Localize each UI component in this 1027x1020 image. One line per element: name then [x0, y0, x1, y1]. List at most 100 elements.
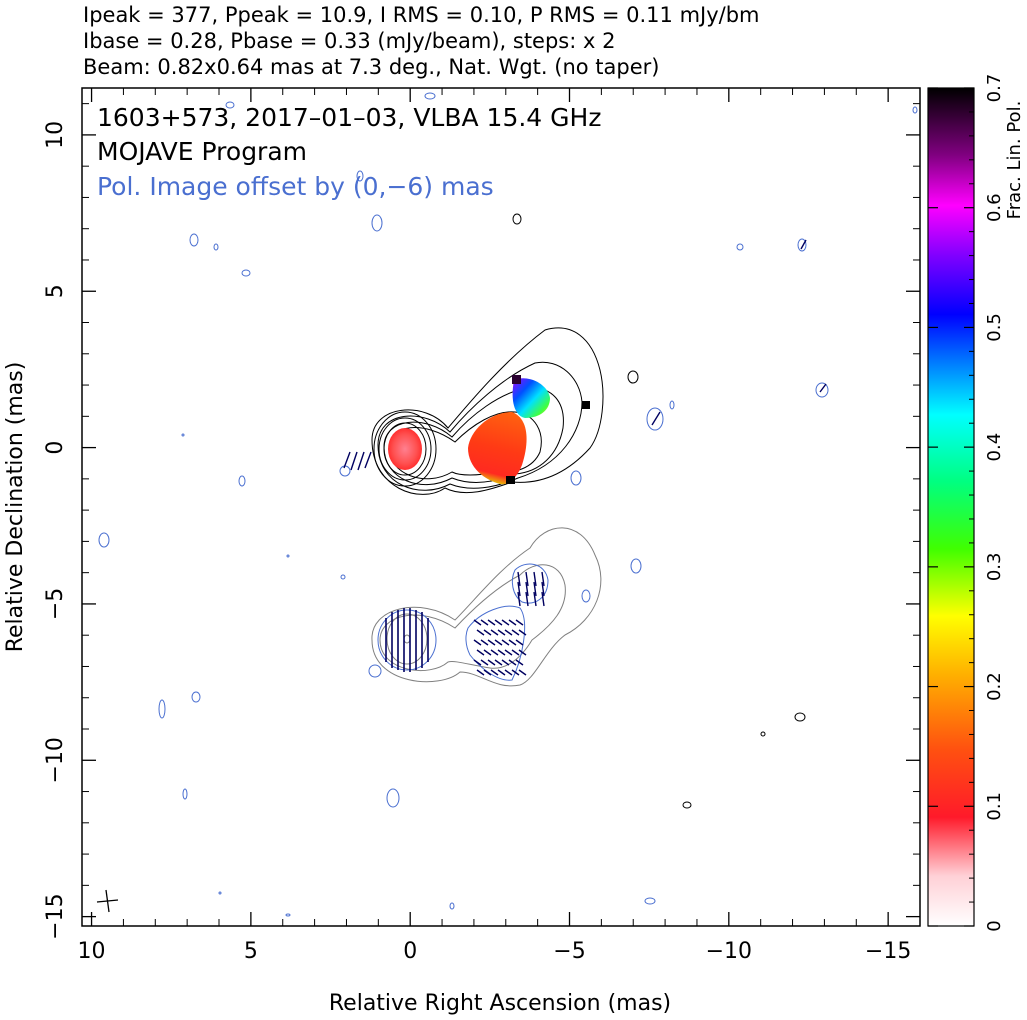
evpa-tick	[476, 629, 485, 636]
evpa-tick	[511, 669, 520, 676]
evpa-tick	[487, 619, 496, 626]
x-tick-label: 0	[403, 939, 417, 964]
evpa-tick	[476, 649, 485, 656]
evpa-tick	[504, 649, 513, 656]
evpa-tick	[515, 639, 524, 646]
source-label: 1603+573, 2017–01–03, VLBA 15.4 GHz	[97, 103, 601, 132]
colorbar-tick-label: 0.6	[984, 193, 1005, 222]
evpa-tick	[504, 669, 513, 676]
x-tick-label: 10	[78, 939, 106, 964]
x-axis-ticks: 10 5 0 −5 −10 −15	[78, 88, 921, 964]
colorbar-tick-label: 0.4	[984, 433, 1005, 462]
colorbar	[927, 87, 975, 927]
evpa-ticks-main	[343, 239, 827, 471]
pol-offset-label: Pol. Image offset by (0,−6) mas	[97, 172, 494, 201]
evpa-tick	[497, 669, 506, 676]
evpa-tick	[541, 591, 545, 607]
evpa-tick	[518, 629, 527, 636]
frac-pol-image	[388, 375, 590, 485]
evpa-ticks-core	[385, 608, 429, 672]
evpa-tick	[476, 669, 485, 676]
evpa-tick	[483, 629, 492, 636]
evpa-tick	[508, 659, 517, 666]
evpa-tick	[480, 639, 489, 646]
y-tick-label: −15	[43, 893, 68, 939]
evpa-tick	[508, 639, 517, 646]
evpa-ticks-jet	[473, 619, 527, 676]
colorbar-tick-label: 0.1	[984, 792, 1005, 821]
evpa-tick	[473, 639, 482, 646]
evpa-tick	[487, 659, 496, 666]
evpa-tick	[483, 669, 492, 676]
evpa-tick	[517, 591, 521, 607]
evpa-tick	[533, 591, 537, 607]
offset-pol-contours	[377, 563, 549, 681]
header-line-1: Ipeak = 377, Ppeak = 10.9, I RMS = 0.10,…	[83, 3, 760, 27]
evpa-tick	[490, 629, 499, 636]
colorbar-tick-label: 0	[984, 920, 1005, 931]
evpa-tick	[525, 571, 529, 587]
colorbar-label: Frac. Lin. Pol.	[1004, 101, 1025, 220]
evpa-tick	[541, 571, 545, 587]
evpa-tick	[533, 581, 537, 597]
evpa-tick	[511, 649, 520, 656]
y-tick-label: 10	[43, 121, 68, 149]
offset-image-contours	[371, 527, 602, 687]
evpa-tick	[490, 669, 499, 676]
evpa-tick	[480, 659, 489, 666]
y-tick-label: −5	[43, 588, 68, 620]
y-axis-ticks: 10 5 0 −5 −10 −15	[43, 103, 920, 940]
y-tick-label: 5	[43, 284, 68, 298]
noise-contours	[98, 92, 918, 917]
evpa-tick	[515, 659, 524, 666]
evpa-tick	[541, 581, 545, 597]
beam-marker	[96, 889, 119, 913]
plot-frame	[81, 87, 921, 927]
evpa-tick	[487, 639, 496, 646]
evpa-tick	[501, 619, 510, 626]
evpa-tick	[518, 649, 527, 656]
map-layer	[96, 92, 918, 917]
evpa-ticks-north	[517, 571, 545, 607]
evpa-tick	[504, 629, 513, 636]
evpa-tick	[483, 649, 492, 656]
colorbar-tick-label: 0.2	[984, 672, 1005, 701]
colorbar-tick-label: 0.3	[984, 553, 1005, 582]
evpa-tick	[533, 571, 537, 587]
y-tick-label: −10	[43, 737, 68, 783]
evpa-tick	[494, 659, 503, 666]
evpa-tick	[494, 619, 503, 626]
evpa-tick	[494, 639, 503, 646]
y-tick-label: 0	[43, 441, 68, 455]
evpa-tick	[497, 629, 506, 636]
evpa-tick	[517, 581, 521, 597]
colorbar-ticks: 0 0.1 0.2 0.3 0.4 0.5 0.6 0.7	[928, 74, 1005, 932]
evpa-tick	[511, 629, 520, 636]
x-tick-label: −10	[706, 939, 752, 964]
program-label: MOJAVE Program	[97, 137, 307, 166]
x-tick-label: 5	[244, 939, 258, 964]
intensity-contours	[371, 327, 604, 495]
colorbar-tick-label: 0.5	[984, 313, 1005, 342]
header-line-2: Ibase = 0.28, Pbase = 0.33 (mJy/beam), s…	[83, 29, 615, 53]
x-tick-label: −5	[553, 939, 585, 964]
evpa-tick	[480, 619, 489, 626]
evpa-tick	[501, 639, 510, 646]
evpa-tick	[473, 619, 482, 626]
evpa-tick	[508, 619, 517, 626]
x-tick-label: −15	[865, 939, 911, 964]
evpa-tick	[490, 649, 499, 656]
x-axis-label: Relative Right Ascension (mas)	[329, 991, 671, 1016]
noise-contours-black	[512, 213, 806, 809]
evpa-tick	[525, 591, 529, 607]
evpa-tick	[515, 619, 524, 626]
evpa-tick	[497, 649, 506, 656]
colorbar-tick-label: 0.7	[984, 74, 1005, 103]
evpa-tick	[518, 669, 527, 676]
header-line-3: Beam: 0.82x0.64 mas at 7.3 deg., Nat. Wg…	[83, 55, 659, 79]
evpa-tick	[473, 659, 482, 666]
evpa-tick	[517, 571, 521, 587]
evpa-tick	[525, 581, 529, 597]
evpa-tick	[501, 659, 510, 666]
